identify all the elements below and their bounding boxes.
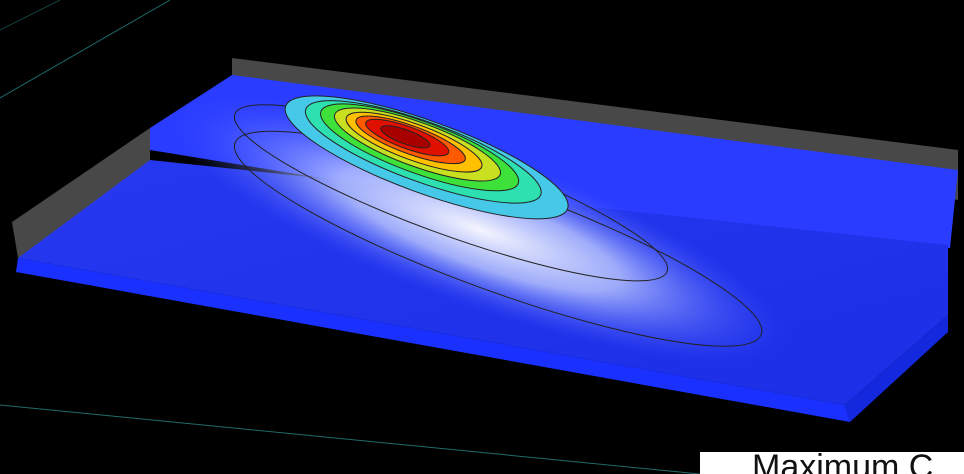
plume-glow (168, 95, 792, 365)
floor-grid-line (0, 0, 171, 99)
caption: Maximum C (752, 448, 933, 474)
front-face (16, 258, 850, 422)
floor-grid-line (0, 0, 61, 31)
right-face (845, 315, 948, 422)
left-wall (12, 128, 150, 258)
plume (168, 95, 792, 365)
contour (380, 125, 431, 149)
caption-box (700, 452, 964, 474)
floor-grid-line (0, 404, 701, 474)
